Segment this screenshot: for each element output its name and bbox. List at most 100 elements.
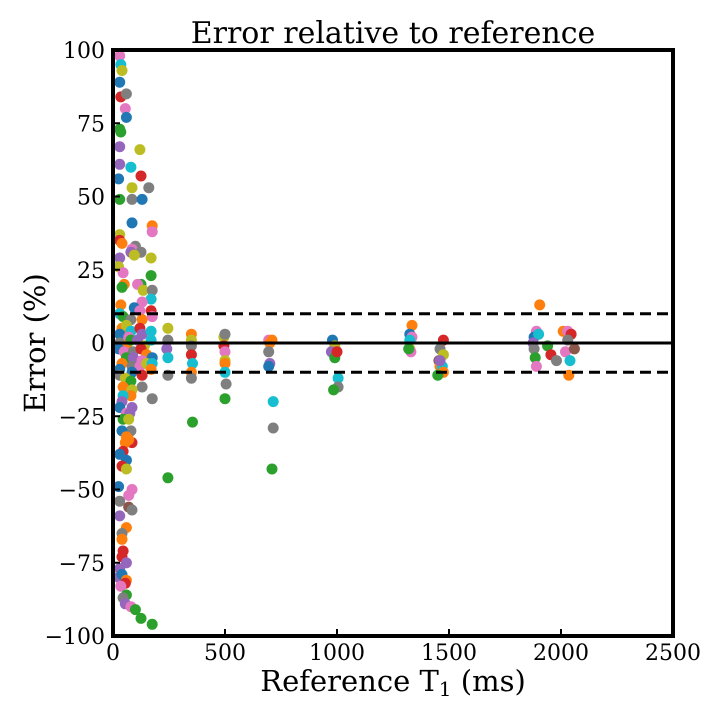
data-point (328, 384, 340, 396)
x-tick-label: 0 (106, 641, 120, 666)
data-point (564, 355, 576, 367)
data-point (219, 358, 231, 369)
data-points (113, 50, 580, 630)
x-tick-label: 500 (204, 641, 246, 666)
data-point (113, 173, 125, 185)
data-point (263, 346, 275, 358)
data-point (187, 358, 198, 369)
data-point (219, 328, 231, 340)
data-point (117, 381, 129, 393)
x-tick-label: 2500 (645, 641, 701, 666)
data-point (143, 182, 155, 194)
data-point (114, 510, 126, 522)
y-axis-ticks: 100 75 50 25 0 −25 −50 −75 −100 (45, 39, 120, 650)
data-point (146, 226, 158, 238)
data-point (568, 343, 580, 355)
x-tick-label: 2000 (533, 641, 589, 666)
x-axis-ticks: 0 500 1000 1500 2000 2500 (106, 629, 701, 666)
data-point (533, 328, 545, 340)
data-point (116, 237, 128, 249)
data-point (563, 369, 575, 381)
y-tick-label: 100 (63, 39, 105, 64)
data-point (115, 299, 127, 311)
data-point (266, 463, 278, 475)
data-point (530, 360, 542, 372)
x-axis-label-units: (ms) (452, 664, 526, 698)
reference-lines (113, 312, 673, 374)
data-point (116, 65, 128, 76)
data-point (125, 375, 137, 387)
y-tick-label: 0 (91, 332, 105, 357)
data-point (114, 495, 126, 507)
data-point (528, 343, 540, 355)
x-axis-label-main: Reference T (260, 664, 439, 698)
data-point (187, 416, 198, 428)
data-point (127, 352, 139, 364)
data-point (136, 314, 148, 326)
data-point (220, 378, 232, 390)
data-point (551, 355, 562, 367)
data-point (162, 352, 174, 364)
data-point (114, 328, 126, 340)
data-point (136, 381, 148, 393)
data-point (126, 504, 138, 516)
y-tick-label: −100 (45, 625, 105, 650)
data-point (267, 396, 279, 408)
data-point (145, 293, 157, 305)
data-point (332, 372, 344, 384)
y-tick-label: 25 (77, 259, 105, 284)
data-point (116, 533, 128, 545)
y-tick-label: −25 (59, 405, 105, 430)
y-tick-label: 75 (77, 112, 105, 137)
chart-title: Error relative to reference (191, 16, 596, 51)
data-point (162, 322, 174, 334)
data-point (117, 267, 129, 279)
data-point (134, 144, 146, 156)
data-point (114, 76, 126, 88)
data-point (529, 352, 541, 364)
y-tick-label: −75 (59, 552, 105, 577)
data-point (137, 284, 149, 296)
data-point (146, 618, 158, 630)
data-point (534, 299, 546, 311)
data-point (135, 612, 147, 624)
data-point (115, 126, 127, 138)
data-point (146, 393, 158, 405)
data-point (116, 281, 128, 293)
data-point (120, 111, 132, 123)
data-point (136, 193, 148, 205)
data-point (219, 393, 231, 405)
data-point (114, 50, 126, 62)
data-point (128, 249, 140, 261)
data-point (162, 472, 174, 484)
data-point (145, 325, 157, 337)
data-point (145, 270, 157, 282)
data-point (123, 413, 135, 425)
data-point (185, 372, 197, 384)
data-point (185, 349, 197, 361)
y-tick-label: −50 (59, 479, 105, 504)
data-point (125, 161, 137, 173)
data-point (146, 284, 158, 296)
data-point (145, 252, 157, 264)
data-point (126, 193, 138, 205)
data-point (135, 170, 147, 182)
data-point (136, 296, 148, 308)
x-tick-label: 1500 (421, 641, 477, 666)
data-point (114, 158, 126, 170)
data-point (119, 103, 131, 115)
x-axis-label: Reference T1 (ms) (260, 664, 526, 701)
data-point (129, 604, 141, 616)
y-axis-label: Error (%) (18, 273, 52, 413)
data-point (120, 463, 132, 475)
data-point (263, 360, 275, 372)
data-point (123, 434, 135, 446)
data-point (434, 355, 446, 367)
data-point (126, 182, 138, 194)
data-point (120, 88, 132, 100)
data-point (114, 252, 126, 264)
x-axis-label-subscript: 1 (439, 677, 452, 701)
data-point (560, 346, 571, 358)
data-point (331, 346, 343, 358)
